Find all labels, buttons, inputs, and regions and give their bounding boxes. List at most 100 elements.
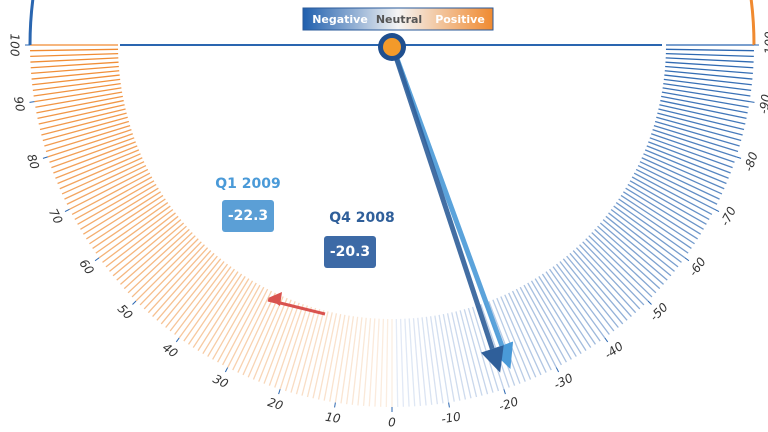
tick-mark <box>714 208 720 213</box>
scale-line <box>665 52 754 58</box>
scale-line <box>664 74 752 86</box>
value-label: -22.3 <box>228 208 268 224</box>
scale-line <box>222 286 265 366</box>
scale-line <box>374 318 380 407</box>
scale-line <box>49 133 133 163</box>
tick-label: 80 <box>24 152 42 171</box>
scale-line <box>30 61 119 69</box>
scale-line <box>39 108 126 131</box>
scale-line <box>131 235 196 298</box>
scale-line <box>629 180 707 225</box>
scale-line <box>523 284 567 363</box>
legend-label: Positive <box>435 13 485 26</box>
scale-line <box>95 202 169 254</box>
tick-label: -80 <box>741 150 760 173</box>
scale-line <box>572 250 632 317</box>
scale-line <box>112 219 182 277</box>
tick-mark <box>224 367 229 373</box>
scale-line <box>32 78 121 92</box>
scale-line <box>351 317 363 405</box>
scale-line <box>385 318 389 407</box>
scale-line <box>665 57 754 63</box>
tick-label: -30 <box>551 371 575 393</box>
tick-label: 0 <box>388 416 396 430</box>
scale-line <box>549 268 601 342</box>
tick-mark <box>175 337 180 343</box>
scale-line <box>47 129 132 158</box>
scale-line <box>395 318 399 407</box>
scale-line <box>541 273 592 348</box>
scale-line <box>295 309 321 395</box>
scale-line <box>66 164 147 205</box>
scale-line <box>644 149 727 185</box>
scale-line <box>651 133 735 163</box>
scale-line <box>649 137 733 169</box>
scale-line <box>30 48 119 52</box>
scale-line <box>500 296 537 378</box>
tick-label: -40 <box>602 339 626 362</box>
scale-line <box>643 153 725 190</box>
scale-line <box>379 318 385 407</box>
series-name: Q4 2008 <box>329 210 394 226</box>
scale-line <box>608 212 679 268</box>
scale-line <box>605 215 675 272</box>
scale-line <box>648 141 731 174</box>
scale-line <box>622 191 698 240</box>
scale-line <box>202 278 250 354</box>
scale-line <box>602 219 672 277</box>
scale-line <box>340 316 355 404</box>
scale-line <box>42 116 128 142</box>
scale-line <box>32 74 120 86</box>
scale-line <box>579 244 641 310</box>
scale-line <box>232 290 273 371</box>
tick-mark <box>334 402 336 408</box>
scale-line <box>165 258 222 328</box>
scale-line <box>555 263 610 335</box>
scale-line <box>69 168 149 210</box>
scale-line <box>653 124 739 153</box>
scale-line <box>559 261 615 332</box>
scale-line <box>160 255 218 325</box>
scale-line <box>442 314 461 401</box>
tick-mark <box>736 156 742 159</box>
scale-line <box>661 91 749 108</box>
scale-line <box>258 299 292 382</box>
scale-line <box>545 271 597 345</box>
scale-line <box>585 238 649 302</box>
scale-line <box>174 263 229 335</box>
scale-line <box>323 314 342 401</box>
scale-line <box>192 273 243 348</box>
needles: Q1 2009 -22.3 Q4 2008 -20.3 <box>215 44 514 373</box>
scale-line <box>534 278 582 354</box>
tick-mark <box>29 101 35 103</box>
scale-line <box>30 57 119 63</box>
scale-line <box>306 311 329 398</box>
tick-label: 70 <box>46 206 66 226</box>
scale-line <box>207 280 254 357</box>
scale-line <box>639 161 720 200</box>
scale-line <box>646 145 729 179</box>
scale-line <box>152 250 212 317</box>
scale-line <box>552 266 606 339</box>
scale-line <box>659 104 746 125</box>
scale-line <box>290 307 317 393</box>
scale-line <box>459 310 483 396</box>
scale-line <box>45 124 131 153</box>
tick-mark <box>749 101 755 103</box>
scale-line <box>357 317 367 406</box>
scale-line <box>301 310 325 396</box>
scale-line <box>656 116 742 142</box>
scale-line <box>102 208 174 263</box>
tick-label: -70 <box>718 204 740 228</box>
scale-line <box>599 222 668 281</box>
scale-line <box>317 313 338 400</box>
scale-line <box>597 225 664 285</box>
scale-line <box>434 315 450 403</box>
needle-head <box>480 345 504 373</box>
hub-center <box>383 38 401 56</box>
scale-line <box>36 95 123 114</box>
scale-line <box>569 252 628 321</box>
scale-line <box>504 294 542 376</box>
scale-line <box>242 294 280 376</box>
